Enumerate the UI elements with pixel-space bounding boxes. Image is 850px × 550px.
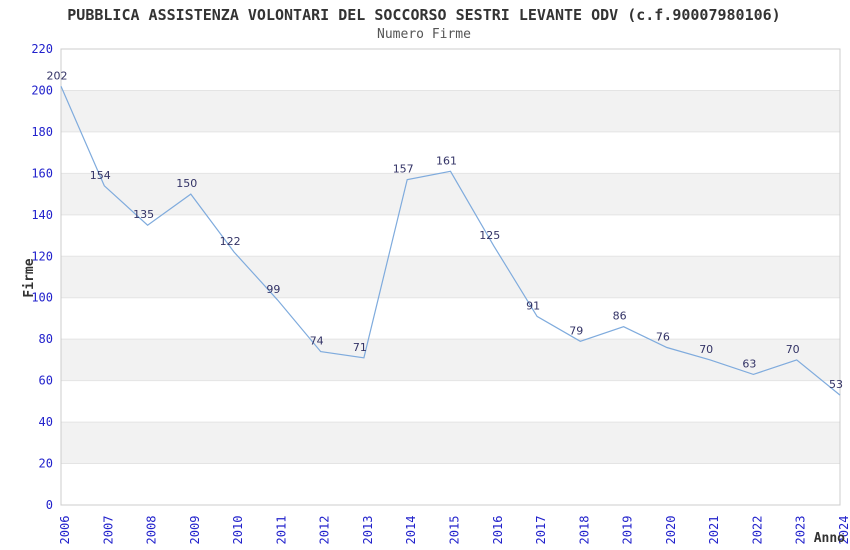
y-tick-label: 120 — [31, 249, 53, 263]
y-tick-label: 0 — [46, 498, 53, 512]
x-tick-label: 2020 — [664, 516, 678, 545]
x-tick-label: 2017 — [534, 516, 548, 545]
x-tick-label: 2015 — [448, 516, 462, 545]
x-tick-label: 2012 — [318, 516, 332, 545]
data-point-label: 122 — [220, 235, 241, 248]
x-tick-label: 2019 — [621, 516, 635, 545]
data-point-label: 63 — [742, 357, 756, 370]
data-point-label: 70 — [699, 343, 713, 356]
data-point-label: 79 — [569, 324, 583, 337]
x-tick-label: 2016 — [491, 516, 505, 545]
y-tick-label: 40 — [39, 415, 53, 429]
plot-band — [61, 90, 840, 132]
y-axis-label: Firme — [22, 258, 37, 297]
x-tick-label: 2008 — [145, 516, 159, 545]
x-tick-label: 2021 — [707, 516, 721, 545]
data-point-label: 157 — [393, 163, 414, 176]
x-tick-label: 2006 — [58, 516, 72, 545]
y-tick-label: 20 — [39, 457, 53, 471]
x-axis-label: Anno — [814, 531, 845, 546]
plot-band — [61, 422, 840, 464]
y-tick-label: 160 — [31, 166, 53, 180]
data-point-label: 74 — [310, 335, 324, 348]
y-tick-label: 220 — [31, 42, 53, 56]
y-tick-label: 80 — [39, 332, 53, 346]
data-line — [60, 86, 841, 396]
data-point-label: 76 — [656, 331, 670, 344]
x-tick-label: 2010 — [231, 516, 245, 545]
plot-band — [61, 256, 840, 298]
data-point-label: 71 — [353, 341, 367, 354]
data-point-label: 86 — [613, 310, 627, 323]
x-tick-label: 2011 — [274, 516, 288, 545]
chart-subtitle: Numero Firme — [377, 27, 471, 42]
y-tick-label: 200 — [31, 84, 53, 98]
data-point-label: 135 — [133, 208, 154, 221]
data-point-label: 53 — [829, 378, 843, 391]
plot-band — [61, 339, 840, 381]
x-tick-label: 2007 — [101, 516, 115, 545]
plot-border — [60, 48, 841, 506]
data-point-label: 91 — [526, 299, 540, 312]
data-point-label: 70 — [786, 343, 800, 356]
x-tick-label: 2009 — [188, 516, 202, 545]
chart-title: PUBBLICA ASSISTENZA VOLONTARI DEL SOCCOR… — [67, 6, 781, 24]
x-tick-label: 2024 — [837, 516, 850, 545]
data-point-label: 161 — [436, 154, 457, 167]
x-tick-label: 2014 — [404, 516, 418, 545]
data-point-label: 154 — [90, 169, 111, 182]
y-tick-label: 60 — [39, 374, 53, 388]
y-tick-label: 140 — [31, 208, 53, 222]
y-tick-label: 100 — [31, 291, 53, 305]
y-tick-label: 180 — [31, 125, 53, 139]
x-tick-label: 2013 — [361, 516, 375, 545]
x-tick-label: 2022 — [750, 516, 764, 545]
x-tick-label: 2018 — [577, 516, 591, 545]
data-point-label: 202 — [47, 69, 68, 82]
data-point-label: 99 — [266, 283, 280, 296]
x-tick-label: 2023 — [794, 516, 808, 545]
data-point-label: 150 — [176, 177, 197, 190]
data-point-label: 125 — [479, 229, 500, 242]
